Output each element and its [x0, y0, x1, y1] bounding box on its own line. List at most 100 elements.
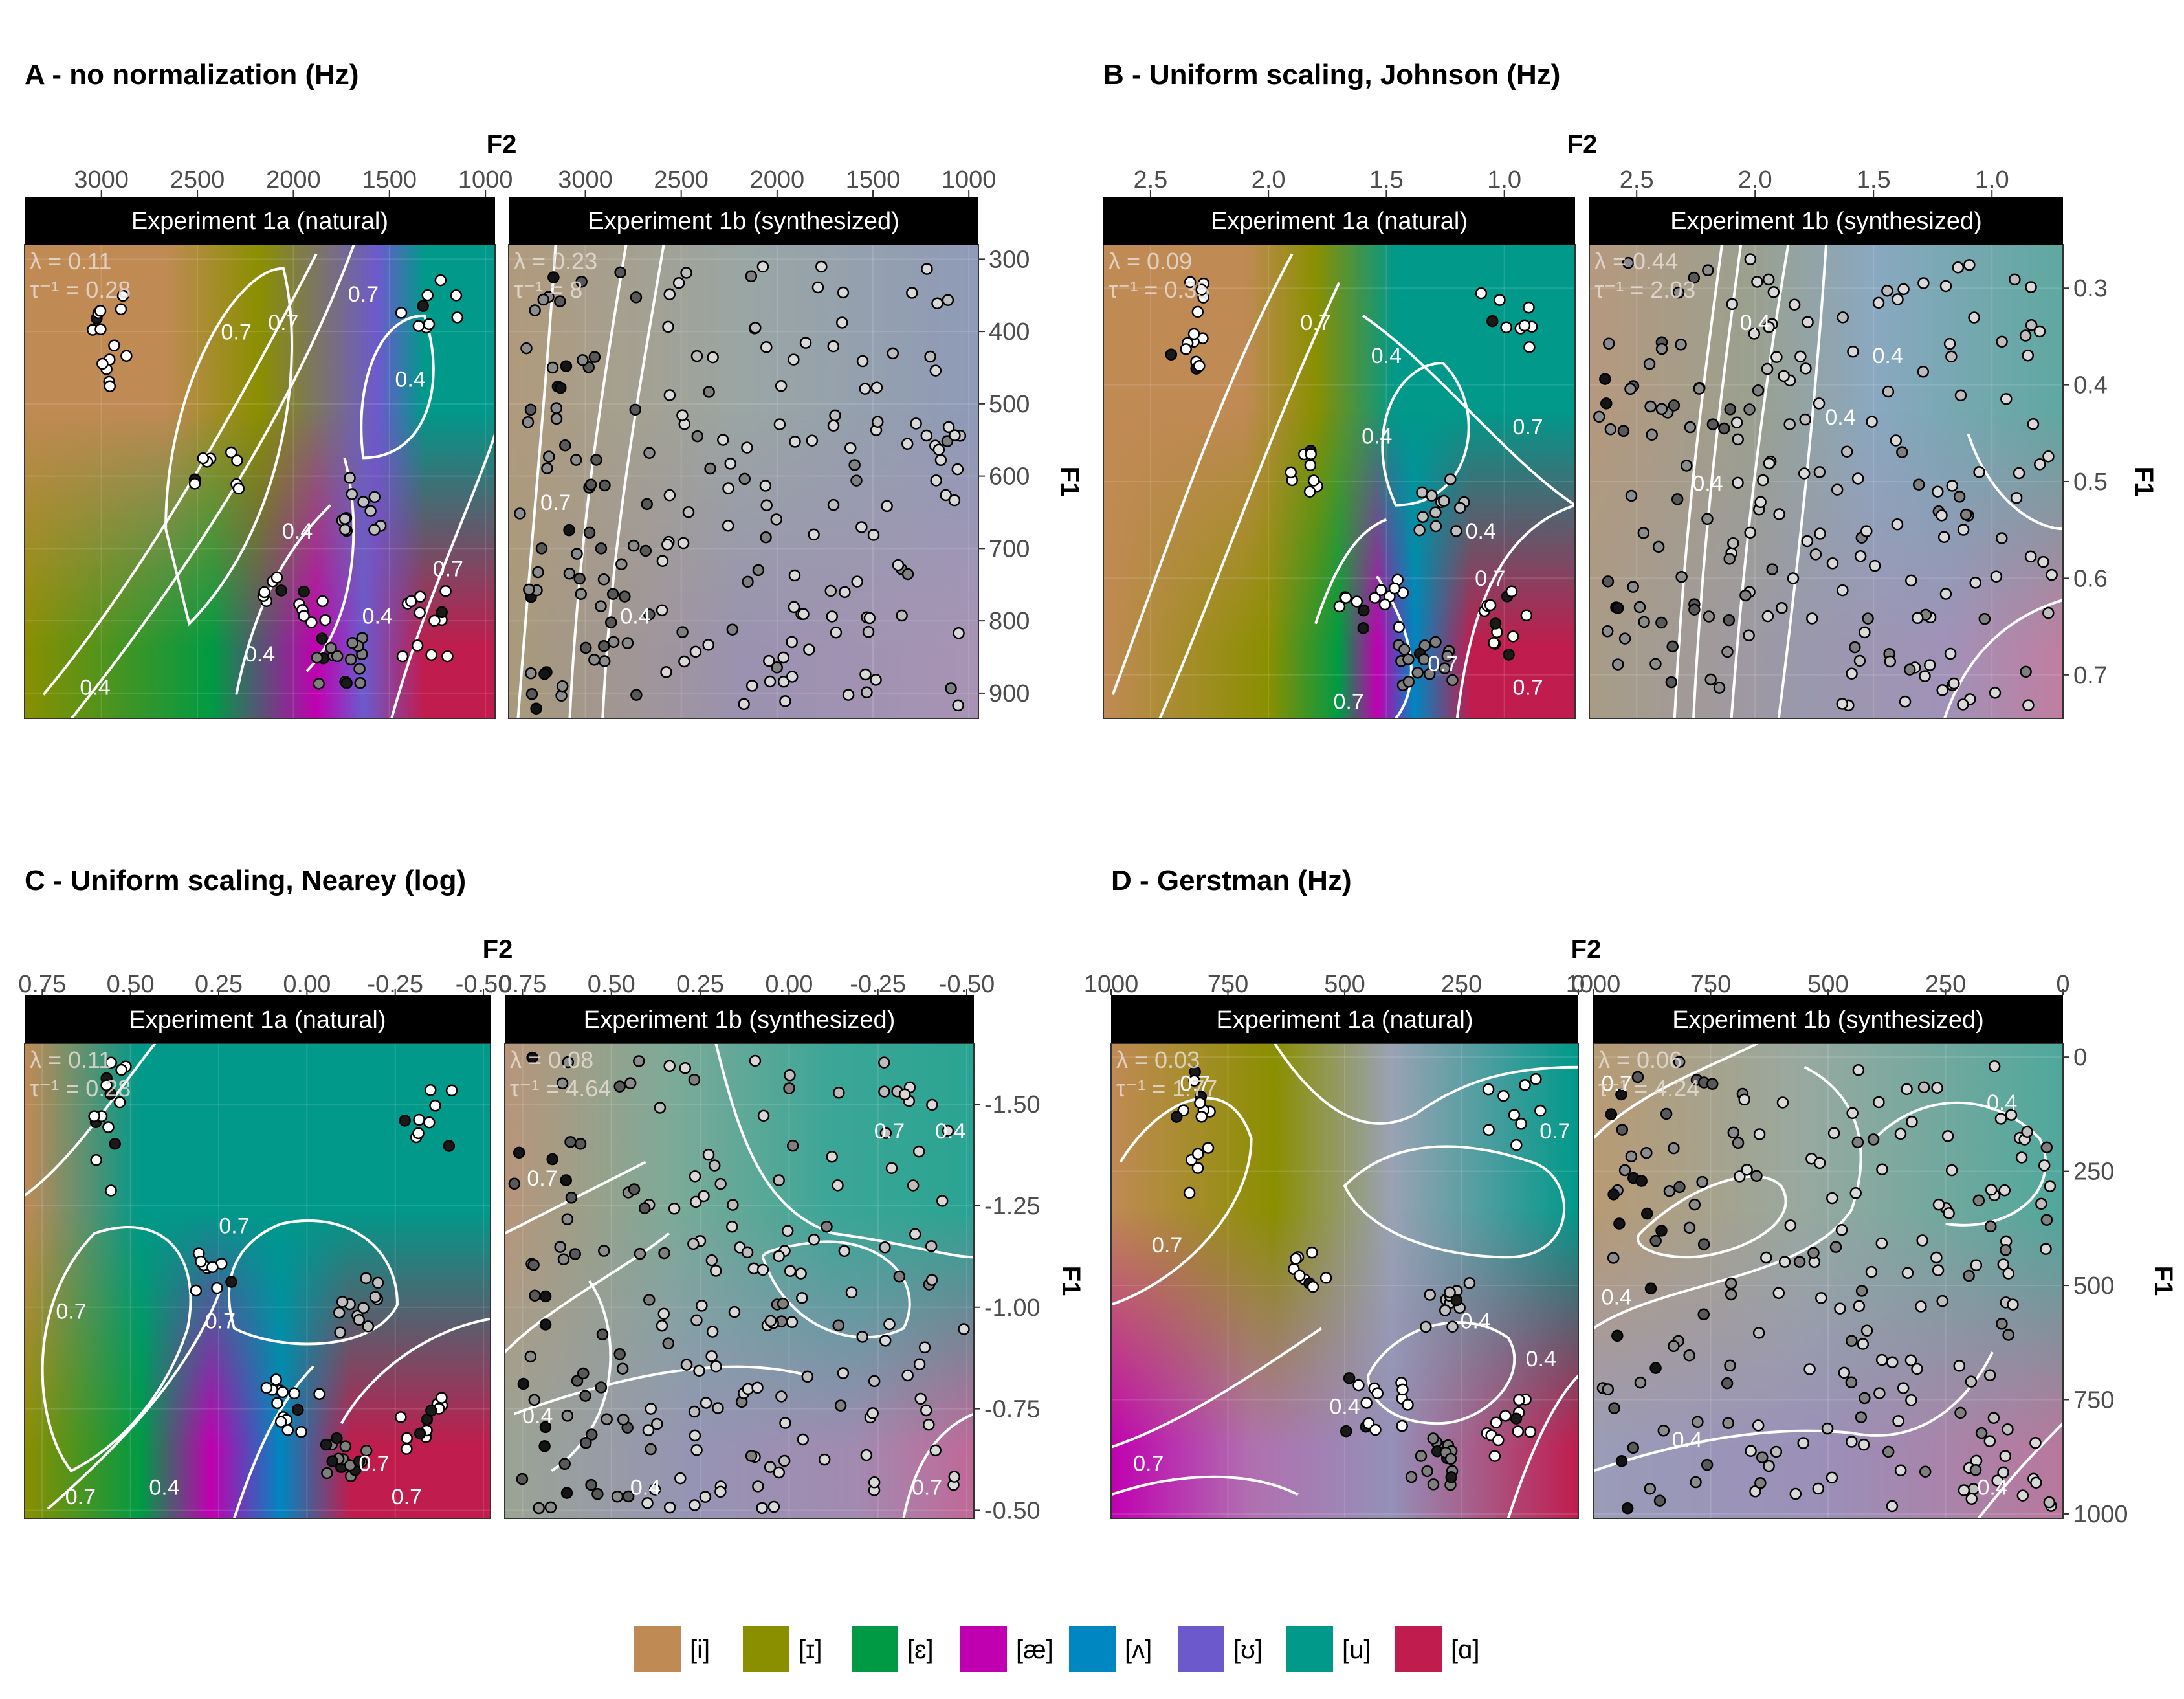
- data-point: [1617, 1125, 1627, 1135]
- data-point: [843, 690, 854, 700]
- data-point: [833, 1087, 844, 1098]
- data-point: [1651, 1236, 1661, 1246]
- data-point: [1853, 473, 1863, 483]
- data-point: [337, 1296, 347, 1307]
- data-point: [527, 689, 537, 699]
- data-point: [1959, 1485, 1969, 1495]
- data-point: [857, 1331, 868, 1342]
- data-point: [2047, 570, 2057, 580]
- data-point: [657, 556, 668, 566]
- x-tick-label: 1000: [458, 166, 513, 194]
- data-point: [927, 1275, 937, 1285]
- data-point: [1763, 274, 1774, 285]
- data-point: [2035, 326, 2045, 337]
- data-point: [373, 1278, 383, 1288]
- data-point: [1859, 1393, 1870, 1403]
- data-point: [1397, 1421, 1407, 1431]
- data-point: [597, 1329, 608, 1340]
- data-point: [1181, 344, 1191, 354]
- x-tick-label: 2.0: [1738, 166, 1772, 194]
- data-point: [907, 287, 917, 298]
- data-point: [757, 1503, 767, 1513]
- data-point: [1980, 614, 1990, 624]
- data-point: [1745, 254, 1756, 265]
- data-point: [2042, 1215, 2052, 1225]
- data-point: [370, 1292, 381, 1302]
- data-point: [1970, 577, 1981, 588]
- contour-label: 0.7: [65, 1485, 96, 1509]
- data-point: [819, 1454, 830, 1465]
- data-point: [711, 1265, 721, 1276]
- data-point: [1439, 496, 1449, 506]
- tau-stat: τ⁻¹ = 0.28: [30, 276, 131, 303]
- contour-label: 0.4: [1977, 1475, 2007, 1500]
- data-point: [869, 1376, 879, 1386]
- data-point: [949, 495, 960, 505]
- data-point: [564, 525, 575, 535]
- data-point: [105, 381, 115, 392]
- data-point: [616, 559, 626, 570]
- contour-label: 0.7: [219, 1214, 249, 1239]
- contour-label: 0.4: [245, 642, 275, 667]
- data-point: [707, 1327, 718, 1337]
- data-point: [826, 586, 836, 596]
- data-point: [838, 1368, 848, 1379]
- data-point: [1986, 1184, 1996, 1195]
- data-point: [1914, 480, 1924, 490]
- data-point: [606, 617, 616, 628]
- data-point: [1805, 1364, 1815, 1374]
- data-point: [1430, 637, 1440, 647]
- data-point: [1306, 449, 1316, 460]
- data-point: [1601, 398, 1611, 408]
- x-tick-label: 2.0: [1252, 166, 1286, 194]
- data-point: [1608, 1252, 1618, 1263]
- data-point: [1788, 573, 1798, 583]
- x-tick-label: 0.00: [283, 971, 331, 998]
- panel-title: B - Uniform scaling, Johnson (Hz): [1103, 59, 1560, 91]
- contour-label: 0.4: [1329, 1395, 1360, 1419]
- data-point: [198, 453, 208, 463]
- data-point: [868, 1408, 878, 1418]
- data-point: [578, 1368, 588, 1379]
- data-point: [1755, 1478, 1765, 1488]
- contour-label: 0.4: [395, 368, 426, 392]
- data-point: [1767, 564, 1778, 575]
- data-point: [354, 1315, 364, 1325]
- data-point: [91, 1155, 102, 1165]
- data-point: [785, 1266, 795, 1276]
- data-point: [1764, 1461, 1774, 1471]
- data-point: [827, 1151, 837, 1162]
- data-point: [1944, 1208, 1954, 1218]
- data-point: [718, 435, 728, 445]
- data-point: [1919, 671, 1930, 682]
- data-point: [191, 1285, 201, 1296]
- data-point: [914, 1146, 924, 1157]
- data-point: [1373, 1388, 1383, 1399]
- data-point: [1504, 650, 1514, 660]
- data-point: [723, 520, 733, 531]
- data-point: [1416, 1451, 1426, 1461]
- data-point: [629, 1184, 639, 1194]
- data-point: [580, 1438, 591, 1448]
- data-point: [1956, 390, 1966, 401]
- data-point: [798, 1434, 808, 1445]
- data-point: [531, 704, 542, 714]
- data-point: [1613, 660, 1623, 670]
- data-point: [692, 1445, 702, 1455]
- data-point: [665, 289, 675, 300]
- data-point: [2022, 1127, 2033, 1137]
- data-point: [657, 605, 667, 616]
- data-point: [1948, 678, 1959, 689]
- data-point: [599, 574, 609, 584]
- y-tick-label: -1.00: [984, 1294, 1041, 1322]
- data-point: [1193, 1149, 1203, 1159]
- data-point: [1656, 1225, 1666, 1236]
- data-point: [234, 483, 244, 494]
- data-point: [1352, 596, 1362, 606]
- facet-strip-label: Experiment 1b (synthesized): [1670, 208, 1982, 235]
- x-tick-label: 2.5: [1620, 166, 1654, 194]
- data-point: [760, 481, 771, 491]
- data-point: [788, 1140, 798, 1151]
- data-point: [750, 1056, 760, 1066]
- data-point: [802, 1371, 813, 1382]
